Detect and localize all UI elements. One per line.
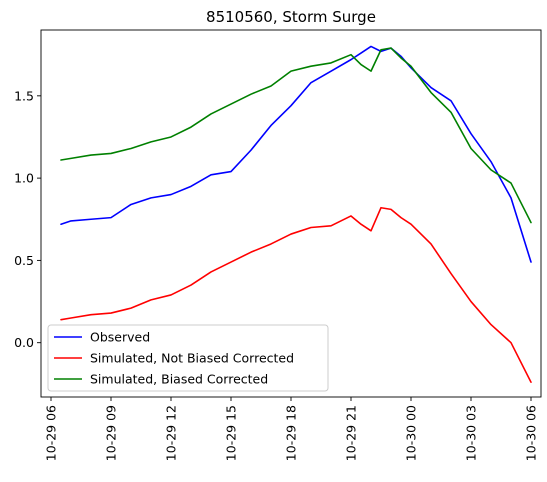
series-group [60, 45, 532, 383]
y-tick-label: 1.5 [14, 88, 34, 103]
series-line-1 [60, 45, 532, 263]
legend-label-1: Observed [90, 330, 150, 345]
x-tick-label: 10-30 00 [404, 405, 419, 461]
legend-box [47, 324, 329, 392]
x-tick-label: 10-30 06 [524, 405, 539, 461]
x-tick-label: 10-29 15 [224, 405, 239, 461]
chart-title: 8510560, Storm Surge [206, 8, 376, 26]
legend-label-3: Simulated, Biased Corrected [90, 372, 268, 387]
x-tick-label: 10-29 18 [284, 405, 299, 461]
x-tick-label: 10-29 09 [104, 405, 119, 461]
x-tick-label: 10-29 06 [44, 405, 59, 461]
series-line-2 [60, 206, 532, 383]
x-tick-label: 10-29 12 [164, 405, 179, 461]
x-tick-label: 10-29 21 [344, 405, 359, 461]
y-tick-label: 0.0 [14, 335, 34, 350]
y-tick-label: 0.5 [14, 253, 34, 268]
legend-label-2: Simulated, Not Biased Corrected [90, 351, 294, 366]
y-tick-label: 1.0 [14, 171, 34, 186]
legend: Observed Simulated, Not Biased Corrected S… [47, 324, 329, 392]
x-tick-label: 10-30 03 [464, 405, 479, 461]
series-line-3 [60, 47, 532, 224]
